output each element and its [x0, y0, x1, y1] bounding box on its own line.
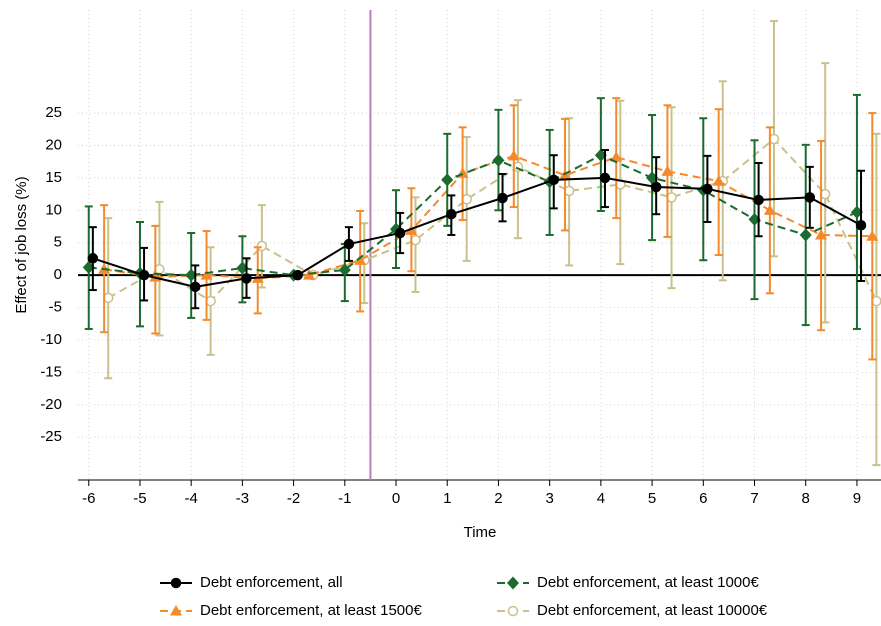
data-point — [354, 254, 367, 265]
data-point — [441, 173, 454, 187]
data-point — [646, 171, 659, 185]
data-point — [799, 228, 812, 242]
x-tick-label: -5 — [133, 490, 146, 507]
series-line — [92, 176, 862, 288]
data-point — [185, 268, 198, 282]
data-point — [661, 165, 674, 176]
x-tick-label: -3 — [236, 490, 249, 507]
data-point — [748, 212, 761, 226]
legend-label: Debt enforcement, at least 1500€ — [200, 602, 422, 619]
y-tick-label: 5 — [54, 234, 62, 251]
x-tick-label: 0 — [392, 490, 400, 507]
data-point — [492, 153, 505, 167]
legend-marker — [170, 605, 182, 616]
legend-label: Debt enforcement, at least 1000€ — [537, 574, 759, 591]
data-point — [394, 227, 406, 239]
data-point — [497, 192, 508, 204]
data-point — [82, 260, 95, 274]
data-point — [446, 208, 457, 220]
legend-marker — [170, 577, 182, 589]
x-tick-label: -4 — [185, 490, 198, 507]
data-point — [702, 183, 713, 195]
data-point — [236, 261, 249, 275]
data-point — [200, 269, 213, 280]
data-point — [548, 174, 560, 186]
data-point — [507, 149, 520, 161]
x-axis-label: Time — [464, 524, 497, 541]
legend-marker — [507, 576, 519, 590]
y-tick-label: 0 — [54, 266, 62, 283]
data-point — [138, 269, 150, 281]
x-tick-label: 2 — [494, 490, 502, 507]
y-tick-label: -25 — [40, 428, 62, 445]
data-point — [850, 205, 863, 219]
legend-label: Debt enforcement, all — [200, 574, 343, 591]
x-tick-label: -1 — [338, 490, 351, 507]
y-tick-label: -5 — [49, 299, 62, 316]
data-point — [599, 172, 611, 184]
data-point — [241, 273, 252, 284]
x-tick-label: 6 — [699, 490, 707, 507]
data-point — [190, 281, 201, 293]
y-tick-label: 20 — [45, 136, 62, 153]
y-tick-label: 25 — [45, 104, 62, 121]
y-tick-label: 10 — [45, 201, 62, 218]
x-tick-label: 4 — [597, 490, 605, 507]
x-tick-label: 9 — [853, 490, 861, 507]
data-point — [87, 253, 99, 264]
data-point — [610, 151, 623, 162]
y-tick-label: -20 — [40, 396, 62, 413]
data-point — [594, 148, 607, 162]
data-point — [753, 194, 764, 206]
data-point — [804, 192, 816, 203]
legend-marker — [507, 605, 519, 617]
x-tick-label: 3 — [545, 490, 553, 507]
x-tick-label: 5 — [648, 490, 656, 507]
y-tick-label: -10 — [40, 331, 62, 348]
y-tick-label: -15 — [40, 363, 62, 380]
y-tick-label: 15 — [45, 169, 62, 186]
x-tick-label: 8 — [802, 490, 810, 507]
series-line — [103, 154, 873, 280]
data-point — [763, 204, 776, 215]
x-tick-label: -2 — [287, 490, 300, 507]
legend-label: Debt enforcement, at least 10000€ — [537, 602, 768, 619]
x-tick-label: 7 — [750, 490, 758, 507]
x-tick-label: 1 — [443, 490, 451, 507]
series-line — [88, 154, 858, 277]
data-point — [650, 181, 662, 193]
series-line — [107, 137, 878, 303]
data-point — [866, 230, 879, 241]
data-point — [343, 238, 355, 250]
x-tick-label: -6 — [82, 490, 95, 507]
data-point — [712, 175, 725, 186]
data-point — [338, 263, 351, 277]
data-point — [815, 228, 828, 240]
data-point — [855, 219, 867, 231]
data-point — [292, 269, 303, 281]
y-axis-label: Effect of job loss (%) — [13, 176, 30, 313]
